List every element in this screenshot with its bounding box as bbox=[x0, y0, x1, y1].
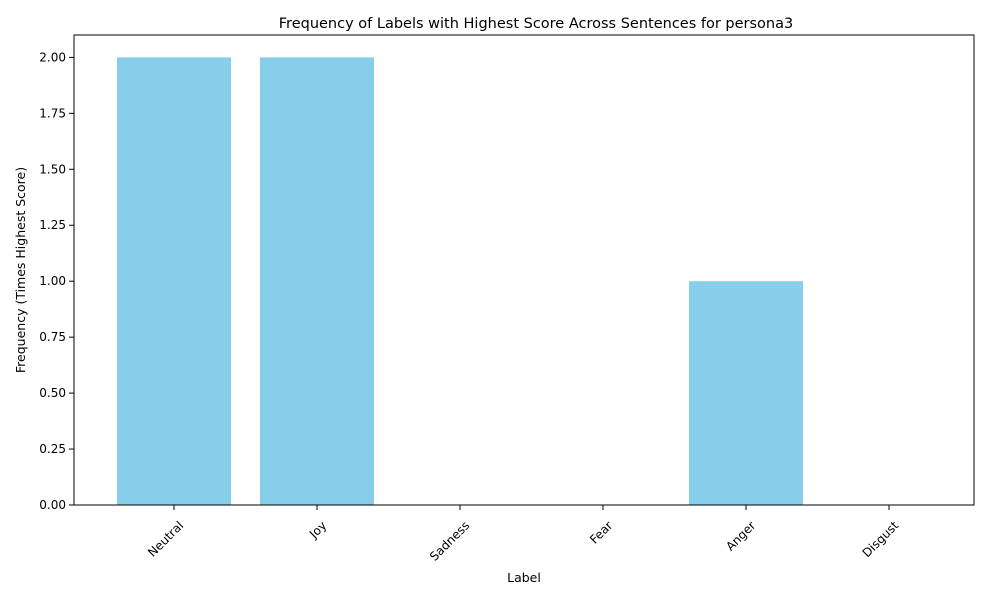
y-tick-label: 1.50 bbox=[39, 162, 66, 176]
x-tick-label-disgust: Disgust bbox=[860, 518, 902, 560]
bar-joy bbox=[260, 57, 374, 505]
y-tick-label: 1.00 bbox=[39, 274, 66, 288]
y-tick-label: 0.25 bbox=[39, 442, 66, 456]
bars-layer bbox=[117, 57, 803, 505]
bar-neutral bbox=[117, 57, 231, 505]
y-tick-label: 0.00 bbox=[39, 498, 66, 512]
x-tick-label-fear: Fear bbox=[587, 518, 615, 546]
y-tick-label: 1.25 bbox=[39, 218, 66, 232]
x-axis-label: Label bbox=[507, 570, 541, 585]
x-tick-label-joy: Joy bbox=[306, 518, 329, 541]
y-axis-label: Frequency (Times Highest Score) bbox=[13, 167, 28, 373]
plot-frame bbox=[73, 34, 975, 506]
x-tick-label-anger: Anger bbox=[723, 518, 758, 553]
x-tick-label-neutral: Neutral bbox=[145, 518, 186, 559]
x-axis: Neutral Joy Sadness Fear Anger Disgust bbox=[145, 505, 902, 564]
y-tick-label: 0.75 bbox=[39, 330, 66, 344]
chart-title: Frequency of Labels with Highest Score A… bbox=[279, 16, 793, 32]
y-tick-label: 0.50 bbox=[39, 386, 66, 400]
y-tick-label: 2.00 bbox=[39, 50, 66, 64]
y-tick-label: 1.75 bbox=[39, 106, 66, 120]
y-axis: 0.00 0.25 0.50 0.75 1.00 1.25 1.50 1.75 2.00 bbox=[39, 50, 74, 512]
bar-anger bbox=[689, 281, 803, 505]
x-tick-label-sadness: Sadness bbox=[427, 518, 472, 563]
